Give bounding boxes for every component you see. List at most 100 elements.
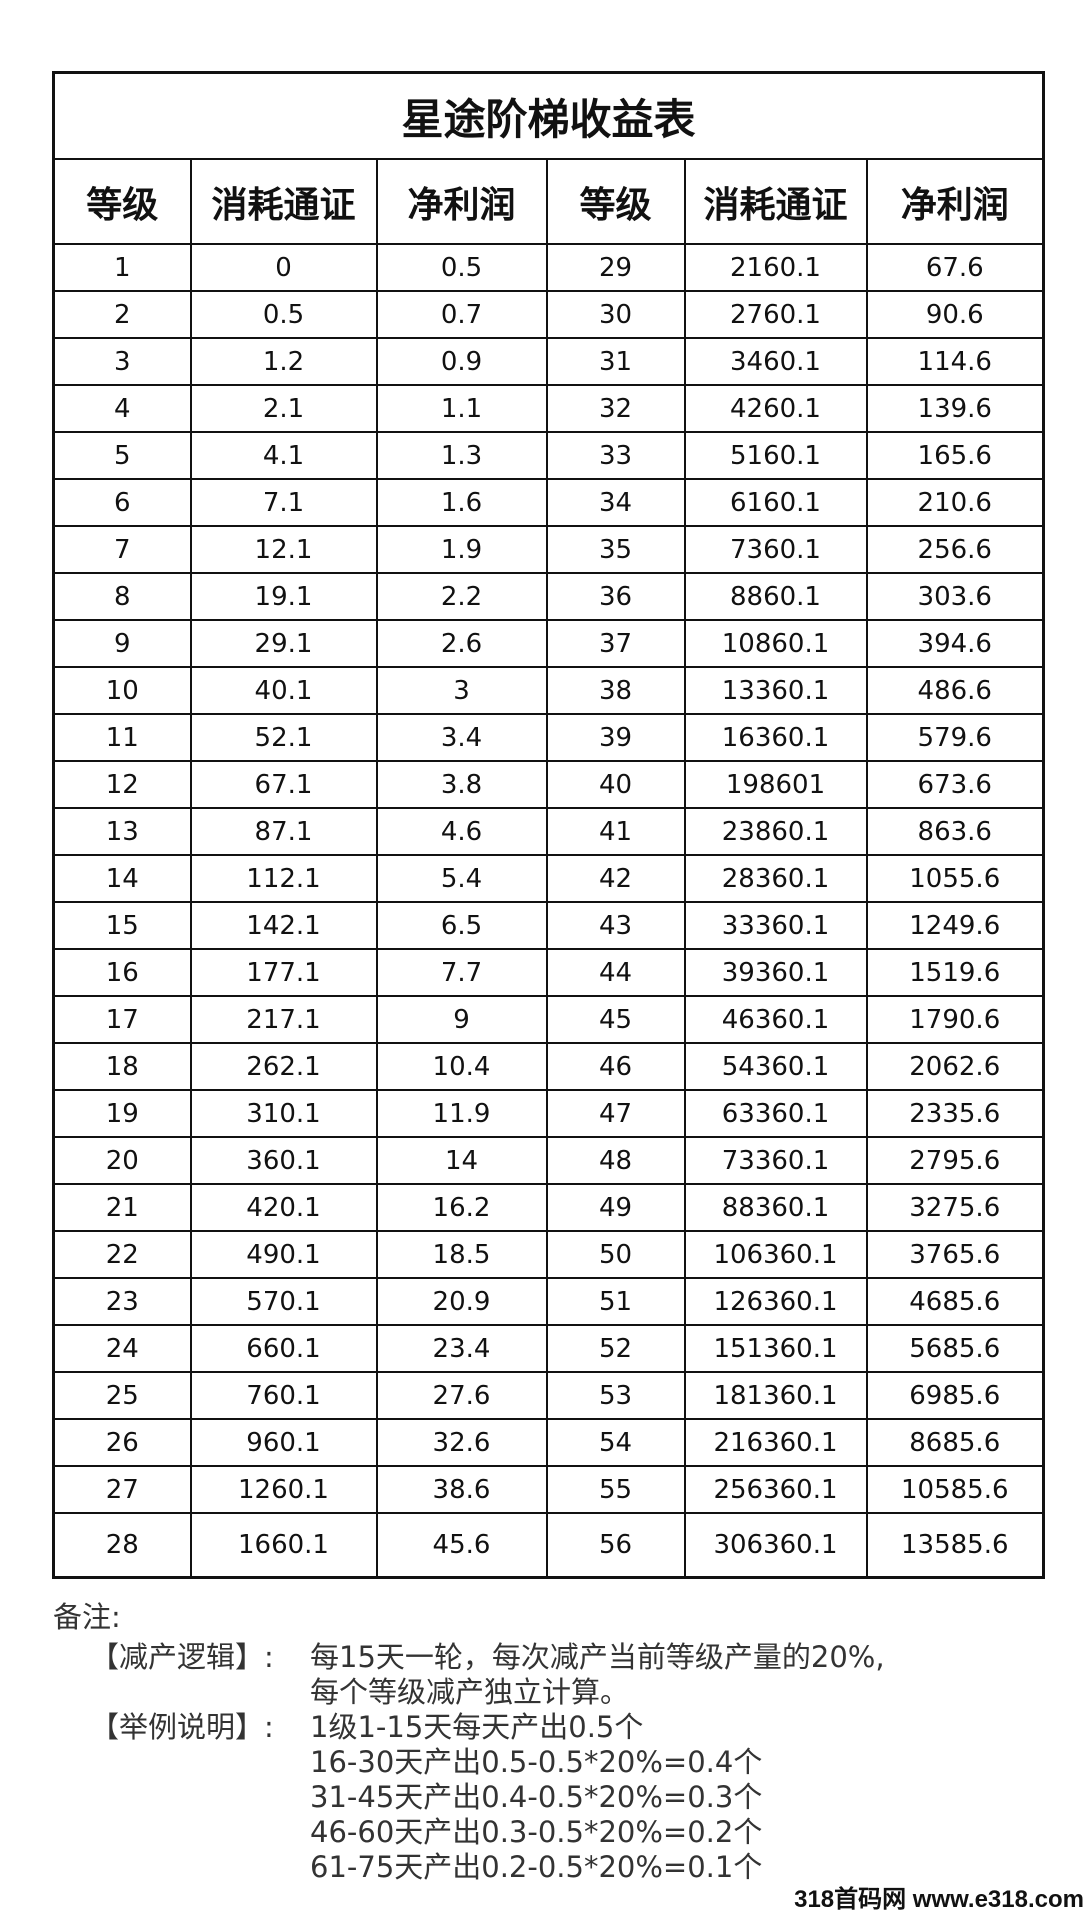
cell-level-2: 55 xyxy=(545,1465,686,1514)
cell-cost-2: 4260.1 xyxy=(683,384,868,433)
cell-level-2: 33 xyxy=(545,431,686,480)
cell-cost: 142.1 xyxy=(189,901,378,950)
table-row: 20 360.1 14 48 73360.1 2795.6 xyxy=(52,1136,1045,1185)
cell-cost-2: 73360.1 xyxy=(683,1136,868,1185)
table-row: 24 660.1 23.4 52 151360.1 5685.6 xyxy=(52,1324,1045,1373)
cell-profit: 2.2 xyxy=(375,572,548,621)
cell-level-2: 38 xyxy=(545,666,686,715)
cell-profit-2: 139.6 xyxy=(865,384,1045,433)
cell-level-2: 44 xyxy=(545,948,686,997)
cell-cost-2: 7360.1 xyxy=(683,525,868,574)
cell-cost: 2.1 xyxy=(189,384,378,433)
cell-cost: 570.1 xyxy=(189,1277,378,1326)
cell-profit-2: 3275.6 xyxy=(865,1183,1045,1232)
table-row: 8 19.1 2.2 36 8860.1 303.6 xyxy=(52,572,1045,621)
cell-level-2: 35 xyxy=(545,525,686,574)
table-row: 27 1260.1 38.6 55 256360.1 10585.6 xyxy=(52,1465,1045,1514)
table-row: 11 52.1 3.4 39 16360.1 579.6 xyxy=(52,713,1045,762)
cell-level: 10 xyxy=(52,666,192,715)
table-row: 13 87.1 4.6 41 23860.1 863.6 xyxy=(52,807,1045,856)
table-row: 14 112.1 5.4 42 28360.1 1055.6 xyxy=(52,854,1045,903)
cell-profit: 32.6 xyxy=(375,1418,548,1467)
cell-cost-2: 46360.1 xyxy=(683,995,868,1044)
table-row: 22 490.1 18.5 50 106360.1 3765.6 xyxy=(52,1230,1045,1279)
table-row: 28 1660.1 45.6 56 306360.1 13585.6 xyxy=(52,1512,1045,1579)
cell-profit: 5.4 xyxy=(375,854,548,903)
cell-cost: 177.1 xyxy=(189,948,378,997)
note-line: 每15天一轮，每次减产当前等级产量的20%, xyxy=(310,1640,885,1674)
cell-level-2: 40 xyxy=(545,760,686,809)
header-cost-2: 消耗通证 xyxy=(683,158,868,245)
cell-profit-2: 210.6 xyxy=(865,478,1045,527)
header-profit: 净利润 xyxy=(375,158,548,245)
cell-level: 26 xyxy=(52,1418,192,1467)
cell-cost: 19.1 xyxy=(189,572,378,621)
table-row: 18 262.1 10.4 46 54360.1 2062.6 xyxy=(52,1042,1045,1091)
table-row: 21 420.1 16.2 49 88360.1 3275.6 xyxy=(52,1183,1045,1232)
note-example: 【举例说明】: 1级1-15天每天产出0.5个 16-30天产出0.5-0.5*… xyxy=(90,1710,762,1885)
cell-level: 25 xyxy=(52,1371,192,1420)
table-row: 1 0 0.5 29 2160.1 67.6 xyxy=(52,243,1045,292)
cell-level: 8 xyxy=(52,572,192,621)
cell-profit-2: 1055.6 xyxy=(865,854,1045,903)
cell-profit: 27.6 xyxy=(375,1371,548,1420)
cell-cost-2: 28360.1 xyxy=(683,854,868,903)
note-reduction-logic: 【减产逻辑】: 每15天一轮，每次减产当前等级产量的20%, 每个等级减产独立计… xyxy=(90,1640,885,1710)
cell-cost: 960.1 xyxy=(189,1418,378,1467)
cell-cost-2: 306360.1 xyxy=(683,1512,868,1579)
cell-cost: 660.1 xyxy=(189,1324,378,1373)
cell-level-2: 47 xyxy=(545,1089,686,1138)
cell-profit-2: 67.6 xyxy=(865,243,1045,292)
cell-profit-2: 6985.6 xyxy=(865,1371,1045,1420)
cell-cost-2: 5160.1 xyxy=(683,431,868,480)
cell-level: 20 xyxy=(52,1136,192,1185)
cell-profit-2: 2062.6 xyxy=(865,1042,1045,1091)
cell-level: 24 xyxy=(52,1324,192,1373)
cell-cost: 262.1 xyxy=(189,1042,378,1091)
table-body: 1 0 0.5 29 2160.1 67.6 2 0.5 0.7 30 2760.1 90.6 3 1.2… xyxy=(52,243,1045,1579)
header-level-2: 等级 xyxy=(545,158,686,245)
cell-cost-2: 126360.1 xyxy=(683,1277,868,1326)
cell-profit: 0.9 xyxy=(375,337,548,386)
cell-level-2: 30 xyxy=(545,290,686,339)
cell-level-2: 42 xyxy=(545,854,686,903)
header-row: 等级 消耗通证 净利润 等级 消耗通证 净利润 xyxy=(52,158,1045,245)
note-line: 16-30天产出0.5-0.5*20%=0.4个 xyxy=(310,1745,763,1779)
cell-profit-2: 90.6 xyxy=(865,290,1045,339)
cell-profit-2: 5685.6 xyxy=(865,1324,1045,1373)
cell-level: 27 xyxy=(52,1465,192,1514)
cell-profit-2: 3765.6 xyxy=(865,1230,1045,1279)
table-row: 26 960.1 32.6 54 216360.1 8685.6 xyxy=(52,1418,1045,1467)
cell-profit: 2.6 xyxy=(375,619,548,668)
cell-cost: 760.1 xyxy=(189,1371,378,1420)
cell-level-2: 37 xyxy=(545,619,686,668)
cell-level: 21 xyxy=(52,1183,192,1232)
table-row: 5 4.1 1.3 33 5160.1 165.6 xyxy=(52,431,1045,480)
cell-level: 4 xyxy=(52,384,192,433)
table-row: 9 29.1 2.6 37 10860.1 394.6 xyxy=(52,619,1045,668)
cell-level-2: 56 xyxy=(545,1512,686,1579)
table-row: 7 12.1 1.9 35 7360.1 256.6 xyxy=(52,525,1045,574)
cell-cost: 1.2 xyxy=(189,337,378,386)
table-row: 25 760.1 27.6 53 181360.1 6985.6 xyxy=(52,1371,1045,1420)
income-table: 星途阶梯收益表 等级 消耗通证 净利润 等级 消耗通证 净利润 1 0 0.5 29 2… xyxy=(52,71,1046,1579)
cell-level: 1 xyxy=(52,243,192,292)
cell-profit-2: 2795.6 xyxy=(865,1136,1045,1185)
cell-level: 7 xyxy=(52,525,192,574)
cell-level-2: 34 xyxy=(545,478,686,527)
cell-cost-2: 151360.1 xyxy=(683,1324,868,1373)
header-cost: 消耗通证 xyxy=(189,158,378,245)
notes-label: 备注: xyxy=(53,1600,121,1634)
cell-cost: 310.1 xyxy=(189,1089,378,1138)
cell-profit: 10.4 xyxy=(375,1042,548,1091)
cell-cost: 360.1 xyxy=(189,1136,378,1185)
cell-level: 19 xyxy=(52,1089,192,1138)
cell-level: 23 xyxy=(52,1277,192,1326)
cell-profit-2: 486.6 xyxy=(865,666,1045,715)
cell-level-2: 29 xyxy=(545,243,686,292)
cell-profit-2: 4685.6 xyxy=(865,1277,1045,1326)
table-row: 6 7.1 1.6 34 6160.1 210.6 xyxy=(52,478,1045,527)
header-level: 等级 xyxy=(52,158,192,245)
cell-profit: 18.5 xyxy=(375,1230,548,1279)
cell-profit: 11.9 xyxy=(375,1089,548,1138)
